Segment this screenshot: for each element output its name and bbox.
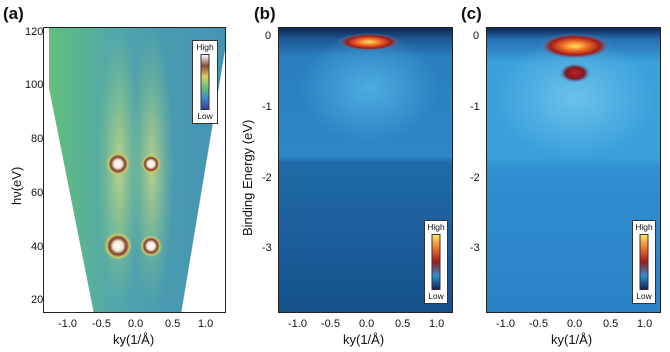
y-tick: -1 (470, 101, 480, 113)
y-tick: 0 (265, 30, 272, 42)
colorbar-high-label: High (196, 42, 214, 52)
y-tick: -3 (262, 242, 272, 254)
hotspot (104, 232, 132, 260)
x-tick: 0.5 (603, 318, 619, 330)
plot-area-c: High Low (486, 27, 661, 313)
colorbar-low-label: Low (197, 111, 213, 121)
y-tick: 60 (31, 187, 44, 199)
hotspot (559, 63, 591, 83)
x-tick: 1.0 (429, 318, 445, 330)
x-tick: 0.5 (165, 318, 181, 330)
heatmap-a (49, 28, 225, 312)
heatmap-c (487, 28, 660, 312)
heatmap-b (279, 28, 452, 312)
x-tick: 0.5 (395, 318, 411, 330)
y-tick: 100 (25, 79, 44, 91)
hotspot (141, 154, 161, 174)
x-axis-label-b: ky(1/Å) (343, 332, 385, 347)
y-tick: 20 (31, 294, 44, 306)
y-axis-label-a: hν(eV) (9, 166, 24, 205)
hotspot (106, 152, 130, 176)
x-tick: 0.0 (359, 318, 375, 330)
y-tick: 80 (31, 133, 44, 145)
y-tick: 0 (473, 30, 480, 42)
colorbar-strip (431, 234, 441, 290)
plot-area-b: High Low (278, 27, 453, 313)
plot-area-a: High Low (43, 27, 226, 313)
x-tick: 1.0 (637, 318, 653, 330)
y-tick: -2 (470, 172, 480, 184)
x-tick: 1.0 (198, 318, 214, 330)
hotspot (140, 235, 162, 257)
x-axis-label-a: ky(1/Å) (113, 332, 155, 347)
y-tick: -1 (262, 101, 272, 113)
y-tick: 120 (25, 26, 44, 38)
colorbar-low-label: Low (428, 291, 444, 301)
colorbar-c: High Low (632, 220, 656, 304)
y-axis-label-b: Binding Energy (eV) (240, 119, 255, 236)
y-tick: -3 (470, 242, 480, 254)
x-tick: -0.5 (529, 318, 548, 330)
hotspot (539, 33, 611, 59)
x-tick: -0.5 (92, 318, 111, 330)
colorbar-b: High Low (424, 220, 448, 304)
colorbar-a: High Low (192, 40, 218, 124)
x-tick: -1.0 (288, 318, 307, 330)
colorbar-high-label: High (635, 222, 653, 232)
x-axis-label-c: ky(1/Å) (551, 332, 593, 347)
y-tick: -2 (262, 172, 272, 184)
hotspot (337, 33, 401, 51)
x-tick: -1.0 (58, 318, 77, 330)
panel-letter-c: (c) (461, 4, 482, 23)
x-tick: -0.5 (321, 318, 340, 330)
x-tick: -1.0 (496, 318, 515, 330)
y-tick: 40 (31, 241, 44, 253)
panel-letter-b: (b) (254, 4, 276, 23)
colorbar-strip (200, 54, 210, 110)
colorbar-low-label: Low (636, 291, 652, 301)
x-tick: 0.0 (128, 318, 144, 330)
colorbar-high-label: High (427, 222, 445, 232)
panel-letter-a: (a) (3, 4, 24, 23)
x-tick: 0.0 (567, 318, 583, 330)
colorbar-strip (639, 234, 649, 290)
